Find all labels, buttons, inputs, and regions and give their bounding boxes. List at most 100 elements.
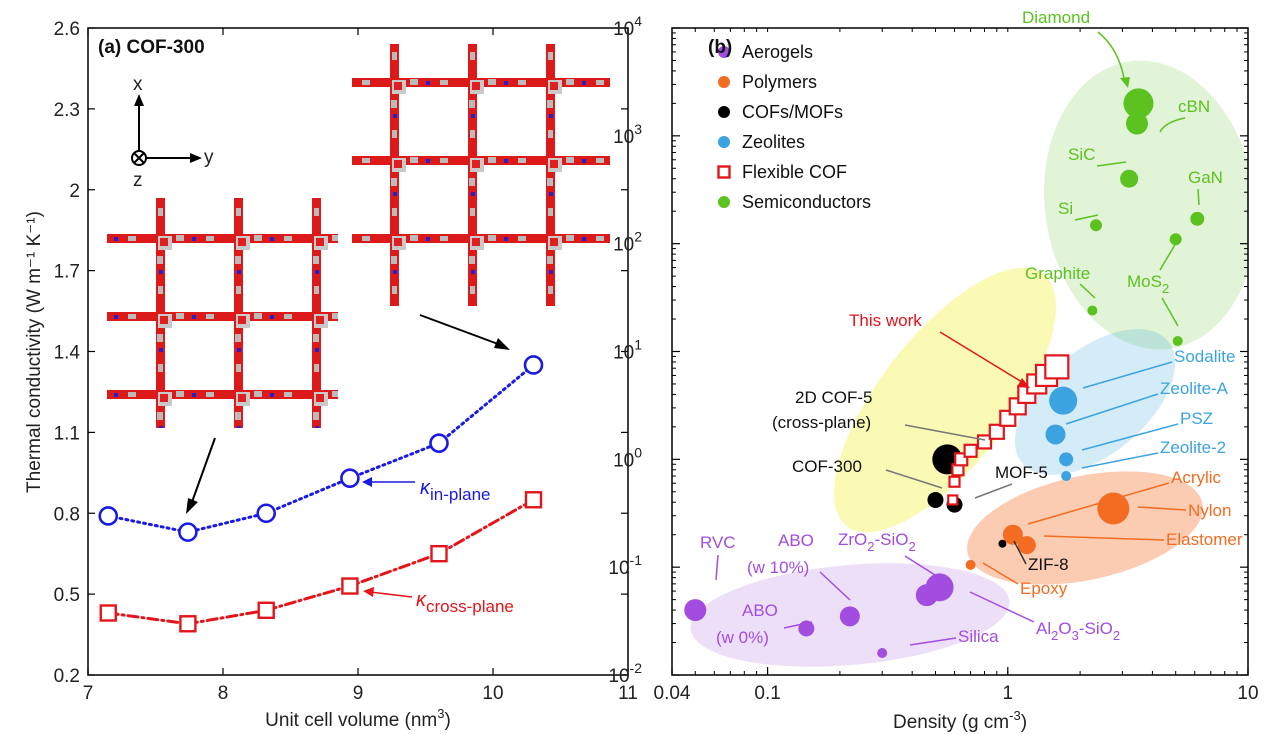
- panel-a-insets: x y z: [107, 44, 610, 514]
- b-xtick-label: 1: [1003, 683, 1014, 704]
- label-abo0-line1: ABO: [742, 601, 778, 620]
- cross-plane-point: [341, 577, 359, 595]
- legend-label-semiconductors: Semiconductors: [742, 192, 871, 212]
- b-ytick-label: 100: [613, 444, 642, 471]
- semiconductors-point: [1090, 219, 1103, 232]
- triad-z-label: z: [133, 170, 143, 191]
- inset-arrow-large: [419, 314, 499, 345]
- arrow-this-work: [939, 331, 1023, 383]
- semiconductors-point: [1120, 169, 1139, 188]
- label-sic: SiC: [1068, 145, 1095, 164]
- cofs-region: [833, 267, 1057, 533]
- arrow-mos2-up: [1159, 242, 1177, 271]
- label-si: Si: [1058, 199, 1073, 218]
- aerogels-point: [684, 599, 707, 622]
- panel-a-ticks: 7 8 9 10 11 0.2 0.5 0.8 1.1 1.4 1.7 2 2.3 2.6: [54, 19, 638, 704]
- arrow-silica: [909, 637, 957, 646]
- panel-a-label: (a) COF-300: [98, 37, 205, 58]
- a-xtick-label: 7: [83, 683, 94, 704]
- in-plane-point: [429, 433, 449, 453]
- flexible-cof-point: [988, 423, 1005, 440]
- legend-label-aerogels: Aerogels: [742, 42, 813, 62]
- a-ytick-label: 1.4: [54, 343, 81, 364]
- label-this-work: This work: [849, 311, 922, 330]
- cross-plane-point: [99, 604, 117, 622]
- arrow-elastomer: [1043, 535, 1165, 541]
- zeolites-point: [1061, 471, 1072, 482]
- a-xtick-label: 8: [218, 683, 229, 704]
- in-plane-label-arrowhead: [362, 477, 372, 487]
- arrow-nylon: [1137, 506, 1187, 511]
- zeolites-point: [1049, 386, 1078, 415]
- arrow-cof300: [885, 469, 943, 489]
- arrow-abo0: [783, 621, 813, 629]
- label-nylon: Nylon: [1188, 501, 1231, 520]
- polymers-point: [1097, 492, 1130, 525]
- legend-marker-cofs-mofs: [718, 106, 730, 118]
- legend-label-flexible-cof: Flexible COF: [742, 162, 847, 182]
- panel-b-annotations: Diamond cBN SiC GaN Si Graphite MoS2 Thi…: [700, 8, 1243, 647]
- arrow-mof5: [974, 483, 1013, 499]
- triad-x-head: [134, 94, 144, 106]
- semiconductors-point: [1087, 305, 1098, 316]
- a-xtick-label: 11: [618, 683, 638, 704]
- arrow-cbn: [1159, 117, 1186, 133]
- b-ytick-label: 101: [613, 337, 642, 364]
- legend-marker-polymers: [718, 76, 730, 88]
- in-plane-point: [256, 503, 277, 524]
- a-ytick-label: 1.1: [54, 423, 80, 444]
- b-xtick-label: 10: [1237, 683, 1258, 704]
- b-xtick-label: 0.1: [754, 683, 780, 704]
- cof-structure-small: [107, 198, 338, 428]
- in-plane-point: [178, 522, 198, 542]
- arrow-zeolite-2: [1081, 452, 1159, 469]
- label-acrylic: Acrylic: [1171, 468, 1222, 487]
- semiconductors-point: [1123, 88, 1154, 119]
- semiconductors-point: [1125, 112, 1148, 135]
- arrow-acrylic: [1027, 482, 1170, 525]
- arrow-graphite: [1079, 283, 1096, 299]
- cross-plane-label-arrow: [369, 591, 413, 598]
- arrow-al2o3: [969, 591, 1035, 623]
- label-cbn: cBN: [1178, 97, 1210, 116]
- a-ytick-label: 0.2: [54, 666, 80, 687]
- panel-a-frame: [87, 27, 629, 676]
- label-gan: GaN: [1188, 168, 1223, 187]
- b-ytick-label: 104: [613, 13, 642, 40]
- panel-b-label: (b): [708, 37, 732, 58]
- cross-plane-point: [257, 601, 275, 619]
- panel-b-points: [684, 88, 1205, 658]
- semiconductors-point: [1190, 211, 1205, 226]
- arrowhead-this-work: [1017, 378, 1030, 388]
- label-rvc: RVC: [700, 533, 736, 552]
- aerogels-point: [915, 584, 938, 607]
- triad-x-label: x: [133, 74, 143, 95]
- panel-a-series: [98, 355, 544, 633]
- b-ytick-label: 103: [613, 121, 642, 148]
- arrow-zro2: [904, 555, 936, 576]
- arrow-si: [1074, 214, 1099, 221]
- legend-label-zeolites: Zeolites: [742, 132, 805, 152]
- a-xtick-label: 9: [353, 683, 364, 704]
- label-graphite: Graphite: [1025, 264, 1090, 283]
- label-silica: Silica: [958, 627, 999, 646]
- a-ytick-label: 1.7: [54, 262, 80, 283]
- cross-plane-point: [524, 491, 543, 509]
- semiconductors-point: [1172, 336, 1183, 347]
- in-plane-line: [106, 363, 535, 534]
- cofs-mofs-point: [927, 491, 944, 508]
- label-zif8: ZIF-8: [1028, 555, 1069, 574]
- triad-z-cross-b: [133, 152, 145, 164]
- arrow-diamond: [1097, 31, 1125, 79]
- label-abo10-line1: ABO: [778, 531, 814, 550]
- arrow-rvc: [715, 554, 719, 581]
- cross-plane-label: κcross-plane: [416, 589, 514, 616]
- in-plane-point: [523, 355, 544, 375]
- flexible-cof-point: [1044, 354, 1070, 380]
- inset-arrow-small: [191, 437, 216, 503]
- a-ytick-label: 0.5: [54, 585, 80, 606]
- panel-a: 7 8 9 10 11 0.2 0.5 0.8 1.1 1.4 1.7 2 2.3 2.6 x y z: [24, 19, 638, 731]
- a-ytick-label: 2: [69, 181, 80, 202]
- a-ytick-label: 2.3: [54, 100, 80, 121]
- legend-marker-flexible-cof: [717, 165, 731, 179]
